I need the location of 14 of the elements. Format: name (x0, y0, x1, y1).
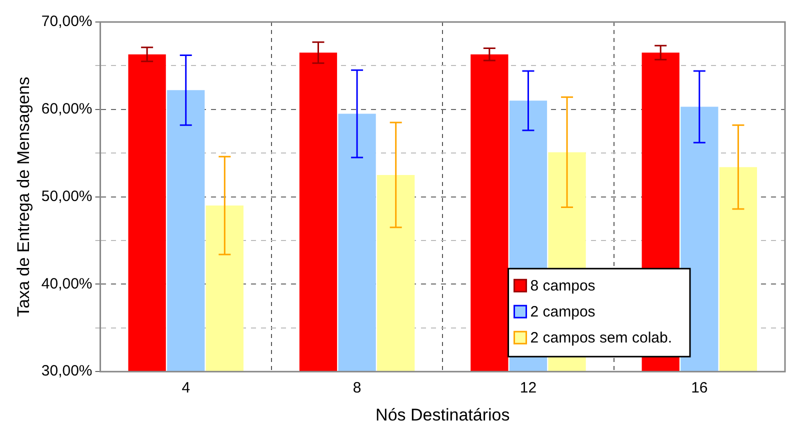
x-tick-label: 16 (691, 380, 708, 397)
y-tick-label: 70,00% (41, 13, 92, 30)
y-tick-label: 30,00% (41, 362, 92, 380)
x-tick-label: 4 (182, 380, 190, 397)
y-tick-label: 50,00% (41, 188, 92, 205)
y-tick-label: 60,00% (41, 100, 92, 118)
y-axis-title: Taxa de Entrega de Mensagens (14, 76, 33, 317)
y-tick-label: 40,00% (41, 275, 92, 292)
x-axis-title: Nós Destinatários (376, 405, 510, 424)
x-tick-label: 8 (352, 380, 362, 397)
x-tick-label: 12 (520, 380, 537, 397)
legend-label: 8 campos (530, 278, 596, 295)
legend-label: 2 campos (530, 304, 596, 321)
legend-label: 2 campos sem colab. (530, 330, 672, 347)
